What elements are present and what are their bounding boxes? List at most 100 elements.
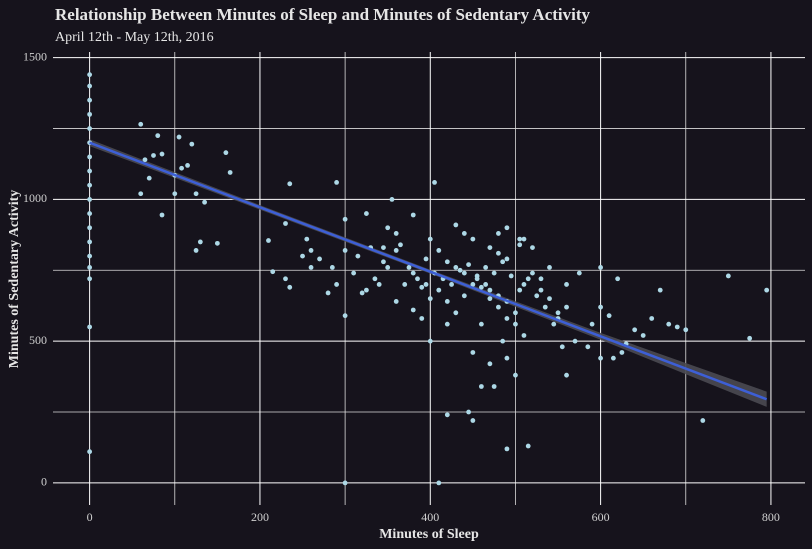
point <box>415 276 420 282</box>
point <box>547 296 552 302</box>
point <box>461 293 467 299</box>
point <box>470 418 476 423</box>
point <box>542 304 548 310</box>
point <box>87 72 93 78</box>
point <box>146 175 152 181</box>
point <box>513 321 518 327</box>
point <box>585 344 591 350</box>
point <box>342 216 348 222</box>
point <box>423 256 429 262</box>
point <box>87 97 93 103</box>
point <box>487 245 493 251</box>
point <box>483 282 489 287</box>
point <box>666 321 672 327</box>
point <box>334 180 339 185</box>
point <box>444 321 450 327</box>
point <box>504 225 510 231</box>
point <box>151 153 156 158</box>
point <box>610 355 616 361</box>
point <box>453 265 459 270</box>
point <box>483 265 489 270</box>
point <box>470 350 476 355</box>
point <box>649 316 655 321</box>
point <box>444 299 450 304</box>
point <box>725 273 731 279</box>
point <box>517 242 523 248</box>
point <box>287 181 293 187</box>
point <box>534 293 540 299</box>
point <box>423 282 429 287</box>
y-axis-title: Minutes of Sedentary Activity <box>7 190 22 368</box>
point <box>700 418 706 423</box>
point <box>496 250 501 256</box>
point <box>551 321 557 327</box>
point <box>478 384 484 389</box>
point <box>508 273 514 279</box>
point <box>530 245 535 251</box>
point <box>329 265 335 270</box>
point <box>402 282 408 287</box>
point <box>393 248 399 253</box>
point <box>142 157 148 163</box>
point <box>640 333 646 338</box>
point <box>87 324 93 330</box>
point <box>193 248 199 253</box>
point <box>491 270 497 276</box>
point <box>436 480 442 486</box>
point <box>185 162 190 168</box>
point <box>287 284 293 290</box>
point <box>87 265 93 270</box>
point <box>478 321 484 327</box>
point <box>453 222 459 228</box>
point <box>87 168 93 174</box>
point <box>521 282 527 287</box>
point <box>325 290 331 296</box>
point <box>683 327 689 333</box>
point <box>564 282 569 287</box>
point <box>504 446 510 452</box>
point <box>478 284 484 290</box>
point <box>461 231 467 236</box>
point <box>87 126 93 131</box>
point <box>381 245 386 251</box>
point <box>419 284 425 290</box>
point <box>525 443 531 449</box>
point <box>179 165 184 171</box>
point <box>470 236 476 242</box>
point <box>427 296 433 302</box>
point <box>300 253 305 259</box>
y-tick-label: 500 <box>29 333 47 347</box>
point <box>372 276 378 282</box>
point <box>398 242 403 248</box>
point <box>87 225 93 231</box>
trend-line <box>89 141 768 401</box>
point <box>159 212 165 218</box>
point <box>487 287 493 293</box>
x-axis-title: Minutes of Sleep <box>379 527 479 542</box>
point <box>538 287 544 293</box>
point <box>521 236 527 242</box>
point <box>525 276 531 282</box>
y-tick-label: 1000 <box>23 191 47 205</box>
point <box>87 197 93 202</box>
point <box>87 83 93 89</box>
point <box>555 310 561 316</box>
point <box>227 170 233 175</box>
point <box>504 256 510 262</box>
point <box>283 221 288 226</box>
point <box>598 355 604 361</box>
point <box>155 133 161 139</box>
point <box>334 282 339 287</box>
point <box>364 287 369 293</box>
point <box>487 361 493 367</box>
point <box>606 313 612 319</box>
point <box>223 150 229 156</box>
point <box>436 287 442 293</box>
point <box>517 236 523 242</box>
point <box>87 154 93 160</box>
point <box>564 304 569 310</box>
point <box>87 449 93 455</box>
x-tick-label: 200 <box>251 510 269 524</box>
point <box>364 211 369 216</box>
point <box>513 310 518 316</box>
